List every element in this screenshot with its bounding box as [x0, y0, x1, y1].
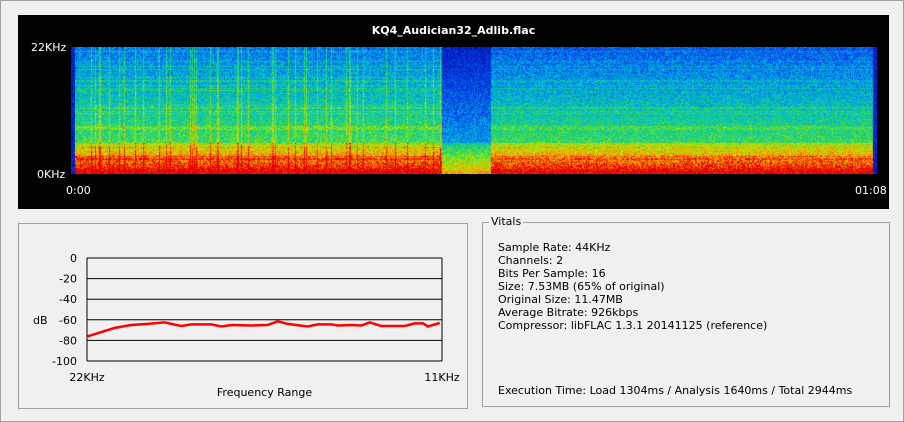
vitals-title: Vitals [489, 215, 524, 228]
y-tick-label: -60 [59, 314, 77, 327]
time-start-label: 0:00 [66, 184, 91, 197]
x-axis-label: Frequency Range [217, 386, 312, 399]
time-end-label: 01:08 [855, 184, 887, 197]
y-tick-label: -20 [59, 273, 77, 286]
frequency-chart: 0 -20 -40 -60 -80 -100 dB 22KHz 11KHz Frequency R… [33, 252, 460, 399]
vital-bits-per-sample: Bits Per Sample: 16 [498, 267, 606, 280]
execution-time: Execution Time: Load 1304ms / Analysis 1… [498, 384, 853, 397]
vital-original-size: Original Size: 11.47MB [498, 293, 623, 306]
y-tick-label: -100 [52, 355, 77, 368]
vital-compressor: Compressor: libFLAC 1.3.1 20141125 (refe… [498, 319, 768, 332]
y-tick-label: -80 [59, 334, 77, 347]
vitals-groupbox: Vitals Sample Rate: 44KHz Channels: 2 Bi… [482, 215, 890, 407]
vital-sample-rate: Sample Rate: 44KHz [498, 241, 611, 254]
vital-channels: Channels: 2 [498, 254, 564, 267]
x-tick-label: 11KHz [424, 371, 459, 384]
spectrogram-title: KQ4_Audician32_Adlib.flac [371, 24, 536, 37]
frequency-chart-box: 0 -20 -40 -60 -80 -100 dB 22KHz 11KHz Frequency R… [18, 223, 468, 409]
freq-bottom-label: 0KHz [37, 168, 66, 181]
x-tick-label: 22KHz [69, 371, 104, 384]
y-axis-label: dB [33, 314, 48, 327]
db-line [87, 319, 441, 338]
spectrogram-image [71, 47, 877, 174]
y-tick-label: -40 [59, 293, 77, 306]
vital-size: Size: 7.53MB (65% of original) [498, 280, 665, 293]
freq-top-label: 22KHz [31, 41, 67, 54]
vital-average-bitrate: Average Bitrate: 926kbps [498, 306, 639, 319]
spectrogram-panel: KQ4_Audician32_Adlib.flac 22KHz 0KHz 0:0… [18, 15, 889, 209]
y-tick-label: 0 [70, 252, 77, 265]
